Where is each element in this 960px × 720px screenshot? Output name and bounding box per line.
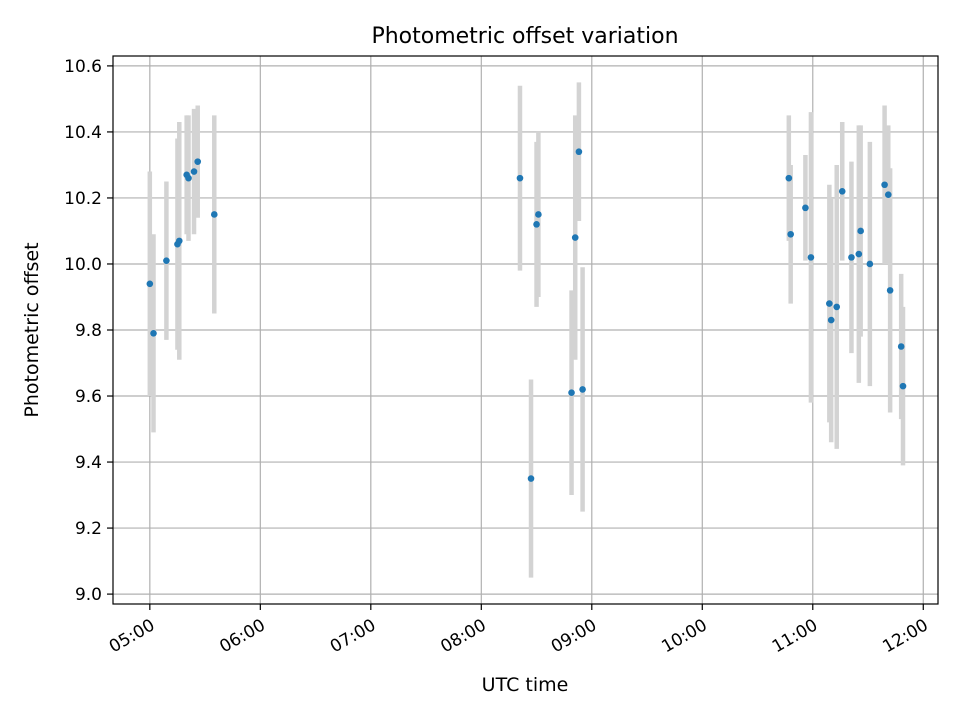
- data-point: [881, 181, 888, 189]
- y-axis-label: Photometric offset: [21, 242, 43, 417]
- data-point: [571, 234, 579, 241]
- y-tick-label: 10.4: [64, 123, 102, 143]
- data-point: [897, 343, 905, 350]
- y-tick-label: 10.2: [64, 189, 102, 209]
- data-point: [579, 386, 586, 393]
- data-point: [535, 211, 542, 218]
- data-point: [175, 237, 183, 245]
- data-point: [575, 148, 583, 156]
- data-point: [857, 227, 864, 235]
- data-point: [886, 287, 894, 294]
- data-point: [533, 221, 540, 228]
- data-point: [516, 174, 524, 182]
- data-point: [884, 191, 892, 198]
- data-point: [807, 254, 815, 261]
- data-point: [146, 280, 154, 288]
- data-point: [855, 250, 863, 258]
- y-tick-label: 9.2: [75, 519, 102, 539]
- y-tick-label: 9.8: [75, 321, 102, 341]
- data-point: [190, 168, 198, 175]
- x-axis-label: UTC time: [482, 674, 569, 696]
- data-point: [866, 260, 874, 268]
- data-points: [146, 148, 907, 482]
- data-point: [833, 303, 841, 311]
- data-point: [194, 158, 202, 165]
- data-point: [826, 300, 833, 307]
- data-point: [787, 230, 794, 238]
- grid: [113, 56, 938, 604]
- data-point: [568, 389, 575, 397]
- data-point: [827, 316, 835, 324]
- data-point: [150, 330, 157, 337]
- y-tick-label: 10.6: [64, 57, 102, 77]
- data-point: [899, 382, 907, 390]
- y-tick-label: 10.0: [64, 255, 102, 275]
- data-point: [527, 475, 535, 482]
- y-tick-label: 9.0: [75, 585, 102, 605]
- data-point: [185, 174, 192, 182]
- y-tick-label: 9.6: [75, 387, 102, 407]
- chart-title: Photometric offset variation: [371, 24, 678, 49]
- data-point: [848, 254, 855, 261]
- data-point: [210, 211, 218, 218]
- data-point: [163, 257, 170, 264]
- data-point: [802, 204, 809, 212]
- data-point: [838, 188, 846, 195]
- data-point: [785, 174, 793, 182]
- y-tick-label: 9.4: [75, 453, 102, 473]
